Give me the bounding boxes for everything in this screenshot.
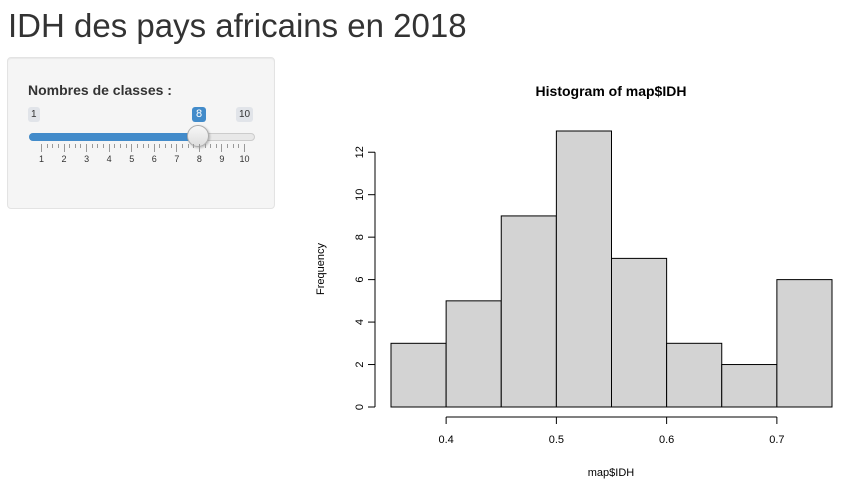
y-tick-label: 10 xyxy=(354,189,366,201)
slider-major-tick xyxy=(244,144,245,152)
histogram-plot: Histogram of map$IDH map$IDH Frequency 0… xyxy=(315,83,833,479)
slider-tick-label: 4 xyxy=(106,154,112,164)
slider-minor-tick xyxy=(69,144,71,148)
slider-tick-label: 5 xyxy=(129,154,135,164)
slider-major-tick xyxy=(41,144,42,152)
slider-tick-label: 6 xyxy=(151,154,157,164)
slider-max-badge: 10 xyxy=(236,107,254,122)
slider-minor-tick xyxy=(227,144,229,148)
sidebar-panel: Nombres de classes : 1 10 8 1 2 3 4 5 6 7 8 9 10 xyxy=(7,57,275,209)
y-tick-label: 12 xyxy=(354,146,366,158)
histogram-bar xyxy=(555,130,612,408)
slider-major-tick xyxy=(63,144,65,152)
slider-tick-label: 9 xyxy=(219,154,225,164)
x-tick-label: 0.6 xyxy=(659,434,674,446)
slider-major-tick xyxy=(108,144,110,152)
x-tick-label: 0.7 xyxy=(769,434,784,446)
slider-minor-tick xyxy=(103,144,105,148)
slider-minor-tick xyxy=(52,144,54,148)
slider-minor-tick xyxy=(57,144,59,148)
slider-minor-tick xyxy=(97,144,99,148)
slider-tick-label: 8 xyxy=(196,154,202,164)
slider-major-tick xyxy=(176,144,178,152)
slider-minor-tick xyxy=(80,144,82,148)
slider-label: Nombres de classes : xyxy=(28,82,172,98)
y-tick-label: 4 xyxy=(354,319,366,325)
y-axis-label: Frequency xyxy=(315,243,327,295)
plot-title: Histogram of map$IDH xyxy=(536,83,687,99)
histogram-bars xyxy=(390,130,833,408)
slider-major-tick xyxy=(153,144,155,152)
y-tick-label: 0 xyxy=(354,404,366,410)
page-title: IDH des pays africains en 2018 xyxy=(8,7,467,44)
slider-tick-label: 10 xyxy=(239,154,250,164)
histogram-bar xyxy=(445,300,502,408)
y-tick-label: 8 xyxy=(354,234,366,240)
slider-minor-tick xyxy=(187,144,189,148)
slider-minor-tick xyxy=(215,144,217,148)
slider-major-tick xyxy=(131,144,133,152)
slider-minor-tick xyxy=(210,144,212,148)
slider-tick-label: 3 xyxy=(84,154,90,164)
histogram-bar xyxy=(611,257,668,408)
slider-minor-tick xyxy=(142,144,144,148)
slider-value-badge: 8 xyxy=(192,107,206,122)
slider-minor-tick xyxy=(238,144,240,148)
histogram-bar xyxy=(776,279,833,408)
slider-minor-tick xyxy=(119,144,121,148)
slider-minor-tick xyxy=(114,144,116,148)
slider-minor-tick xyxy=(159,144,161,148)
y-tick-label: 2 xyxy=(354,361,366,367)
slider-tick-label: 1 xyxy=(38,154,45,164)
slider-fill xyxy=(29,133,199,141)
slider-minor-tick xyxy=(204,144,206,148)
slider-minor-tick xyxy=(181,144,183,148)
histogram-bar xyxy=(390,342,447,408)
y-axis: 0 2 4 6 8 10 12 xyxy=(354,146,376,410)
slider-minor-tick xyxy=(136,144,138,148)
slider-major-tick xyxy=(86,144,88,152)
slider-min-badge: 1 xyxy=(28,107,40,122)
slider-handle[interactable] xyxy=(187,125,209,147)
slider-minor-tick xyxy=(170,144,172,148)
slider-major-tick xyxy=(198,144,200,152)
slider-minor-tick xyxy=(148,144,150,148)
histogram-bar xyxy=(500,215,557,408)
y-tick-label: 6 xyxy=(354,277,366,283)
slider-minor-tick xyxy=(193,144,195,148)
x-tick-label: 0.4 xyxy=(438,434,453,446)
slider-minor-tick xyxy=(46,144,48,148)
slider-minor-tick xyxy=(74,144,76,148)
slider-minor-tick xyxy=(232,144,234,148)
slider-tick-label: 7 xyxy=(174,154,180,164)
slider-major-tick xyxy=(221,144,223,152)
slider-minor-tick xyxy=(165,144,167,148)
x-tick-label: 0.5 xyxy=(549,434,564,446)
slider-ticks: 1 2 3 4 5 6 7 8 9 10 xyxy=(8,58,276,210)
histogram-bar xyxy=(666,342,723,408)
slider-minor-tick xyxy=(91,144,93,148)
slider-tick-label: 2 xyxy=(61,154,67,164)
x-axis: 0.4 0.5 0.6 0.7 xyxy=(438,416,785,446)
slider-minor-tick xyxy=(125,144,127,148)
x-axis-label: map$IDH xyxy=(588,467,635,479)
histogram-bar xyxy=(721,364,778,408)
class-count-slider[interactable]: Nombres de classes : 1 10 8 1 2 3 4 5 6 7 8 9 10 xyxy=(8,58,276,210)
